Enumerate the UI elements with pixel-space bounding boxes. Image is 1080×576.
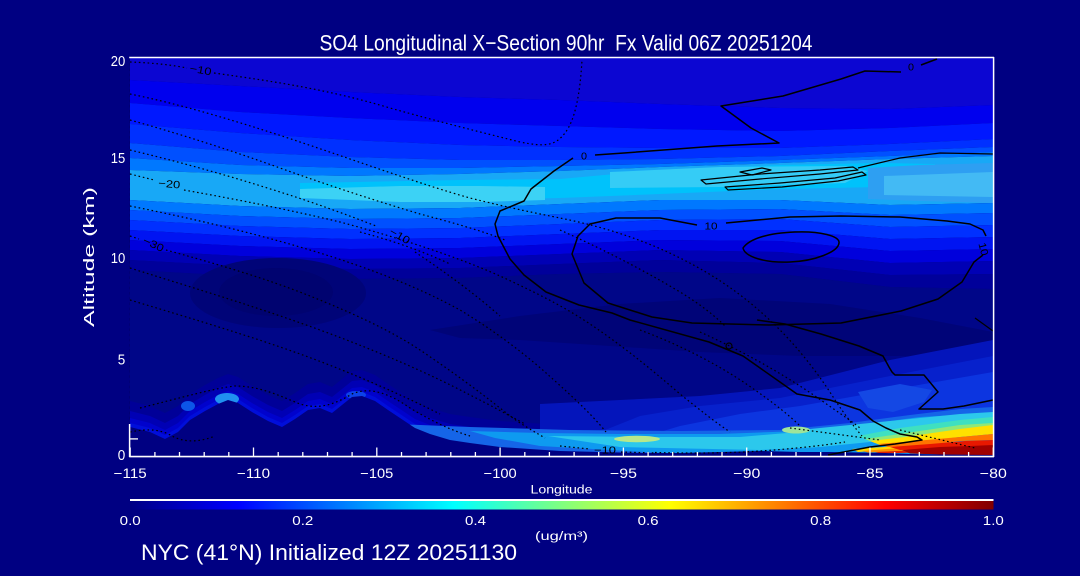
svg-text:−10: −10 bbox=[594, 445, 616, 457]
svg-text:10: 10 bbox=[705, 221, 718, 233]
svg-text:−80: −80 bbox=[980, 466, 1007, 481]
svg-text:10: 10 bbox=[975, 241, 990, 257]
svg-text:0.8: 0.8 bbox=[810, 513, 831, 528]
svg-text:20: 20 bbox=[111, 54, 126, 70]
svg-text:−85: −85 bbox=[857, 466, 884, 481]
svg-text:0.2: 0.2 bbox=[292, 513, 313, 528]
svg-text:Longitude: Longitude bbox=[531, 483, 593, 497]
svg-text:−100: −100 bbox=[484, 466, 517, 481]
svg-text:(ug/m³): (ug/m³) bbox=[535, 529, 588, 543]
svg-text:5: 5 bbox=[118, 353, 126, 369]
svg-text:0.4: 0.4 bbox=[465, 513, 486, 528]
svg-text:−10: −10 bbox=[189, 63, 213, 79]
svg-text:0.0: 0.0 bbox=[120, 513, 141, 528]
svg-text:15: 15 bbox=[111, 151, 126, 167]
svg-text:0.6: 0.6 bbox=[638, 513, 659, 528]
svg-text:NYC (41°N) Initialized 12Z 202: NYC (41°N) Initialized 12Z 20251130 bbox=[141, 540, 517, 565]
svg-text:10: 10 bbox=[111, 251, 126, 267]
svg-text:−105: −105 bbox=[360, 466, 393, 481]
svg-text:−20: −20 bbox=[158, 178, 181, 192]
svg-text:−110: −110 bbox=[237, 466, 270, 481]
svg-text:Altitude (km): Altitude (km) bbox=[82, 187, 98, 327]
svg-text:0: 0 bbox=[908, 62, 914, 74]
svg-text:−90: −90 bbox=[733, 466, 760, 481]
svg-text:−115: −115 bbox=[114, 466, 147, 481]
svg-text:SO4 Longitudinal X−Section 90h: SO4 Longitudinal X−Section 90hr Fx Valid… bbox=[320, 31, 813, 56]
svg-text:−95: −95 bbox=[610, 466, 637, 481]
svg-text:0: 0 bbox=[118, 448, 126, 464]
svg-text:0: 0 bbox=[581, 151, 587, 163]
svg-text:1.0: 1.0 bbox=[983, 513, 1004, 528]
